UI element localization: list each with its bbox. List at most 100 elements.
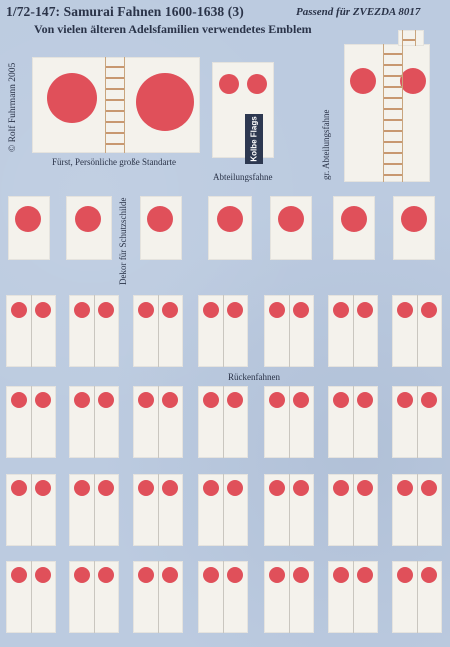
back-banner [69,386,119,458]
sun-disc [217,206,243,232]
caption-large-unit-flag: gr. Abteilungsfahne [321,109,331,181]
sun-disc [74,302,90,318]
sun-disc [421,392,437,408]
sun-disc [35,392,51,408]
shield-flag [393,196,435,260]
sun-disc [357,480,373,496]
sun-disc [341,206,367,232]
back-banner [328,295,378,367]
back-banner [264,295,314,367]
sun-disc [269,480,285,496]
sun-disc [136,73,194,131]
caption-back-banners: Rückenfahnen [228,372,280,382]
sun-disc [293,480,309,496]
back-banner [133,561,183,633]
shield-flag [140,196,182,260]
sun-disc [203,480,219,496]
sun-disc [227,392,243,408]
compatibility-note: Passend für ZVEZDA 8017 [296,6,421,18]
sun-disc [138,567,154,583]
sun-disc [397,302,413,318]
back-banner [198,295,248,367]
sun-disc [203,567,219,583]
sun-disc [11,302,27,318]
sun-disc [11,480,27,496]
sun-disc [138,302,154,318]
shield-flag [333,196,375,260]
back-banner [392,561,442,633]
sun-disc [333,302,349,318]
sun-disc [98,567,114,583]
sun-disc [203,392,219,408]
sun-disc [269,392,285,408]
back-banner [6,386,56,458]
sun-disc [35,567,51,583]
sun-disc [397,480,413,496]
shield-flag [66,196,112,260]
back-banner [6,561,56,633]
back-banner [392,386,442,458]
sun-disc [15,206,41,232]
back-banner [328,386,378,458]
sun-disc [74,480,90,496]
caption-princes-standard: Fürst, Persönliche große Standarte [52,157,176,167]
sun-disc [147,206,173,232]
sun-disc [397,567,413,583]
sun-disc [400,68,426,94]
sun-disc [138,392,154,408]
back-banner [264,474,314,546]
sun-disc [35,480,51,496]
back-banner [133,295,183,367]
sun-disc [421,302,437,318]
sun-disc [11,392,27,408]
sun-disc [75,206,101,232]
back-banner [392,474,442,546]
sun-disc [333,480,349,496]
pole-strip [402,30,416,46]
sun-disc [162,567,178,583]
caption-shield-decor: Dekor für Schutzschilde [118,197,128,285]
back-banner [198,474,248,546]
sun-disc [401,206,427,232]
princes-standard [32,57,200,153]
sun-disc [98,392,114,408]
sun-disc [219,74,239,94]
sun-disc [98,480,114,496]
sun-disc [293,392,309,408]
sun-disc [203,302,219,318]
sun-disc [74,567,90,583]
back-banner [392,295,442,367]
sun-disc [357,567,373,583]
sheet-title: 1/72-147: Samurai Fahnen 1600-1638 (3) [6,4,244,19]
pole-strip [105,57,125,153]
shield-flag [270,196,312,260]
sun-disc [138,480,154,496]
sun-disc [278,206,304,232]
sun-disc [227,480,243,496]
sun-disc [227,302,243,318]
back-banner [328,561,378,633]
sheet-subtitle: Von vielen älteren Adelsfamilien verwend… [34,22,312,36]
back-banner [264,386,314,458]
back-banner [69,561,119,633]
sun-disc [397,392,413,408]
back-banner [198,561,248,633]
back-banner [198,386,248,458]
sun-disc [350,68,376,94]
sun-disc [421,480,437,496]
sun-disc [247,74,267,94]
sun-disc [162,480,178,496]
back-banner [328,474,378,546]
sun-disc [269,567,285,583]
back-banner [69,295,119,367]
back-banner [69,474,119,546]
pole-strip [383,44,403,182]
back-banner [6,474,56,546]
sun-disc [162,392,178,408]
copyright-text: © Rolf Fuhrmann 2005 [8,62,18,152]
sun-disc [357,302,373,318]
sun-disc [47,73,97,123]
shield-flag [8,196,50,260]
sun-disc [293,302,309,318]
sun-disc [227,567,243,583]
